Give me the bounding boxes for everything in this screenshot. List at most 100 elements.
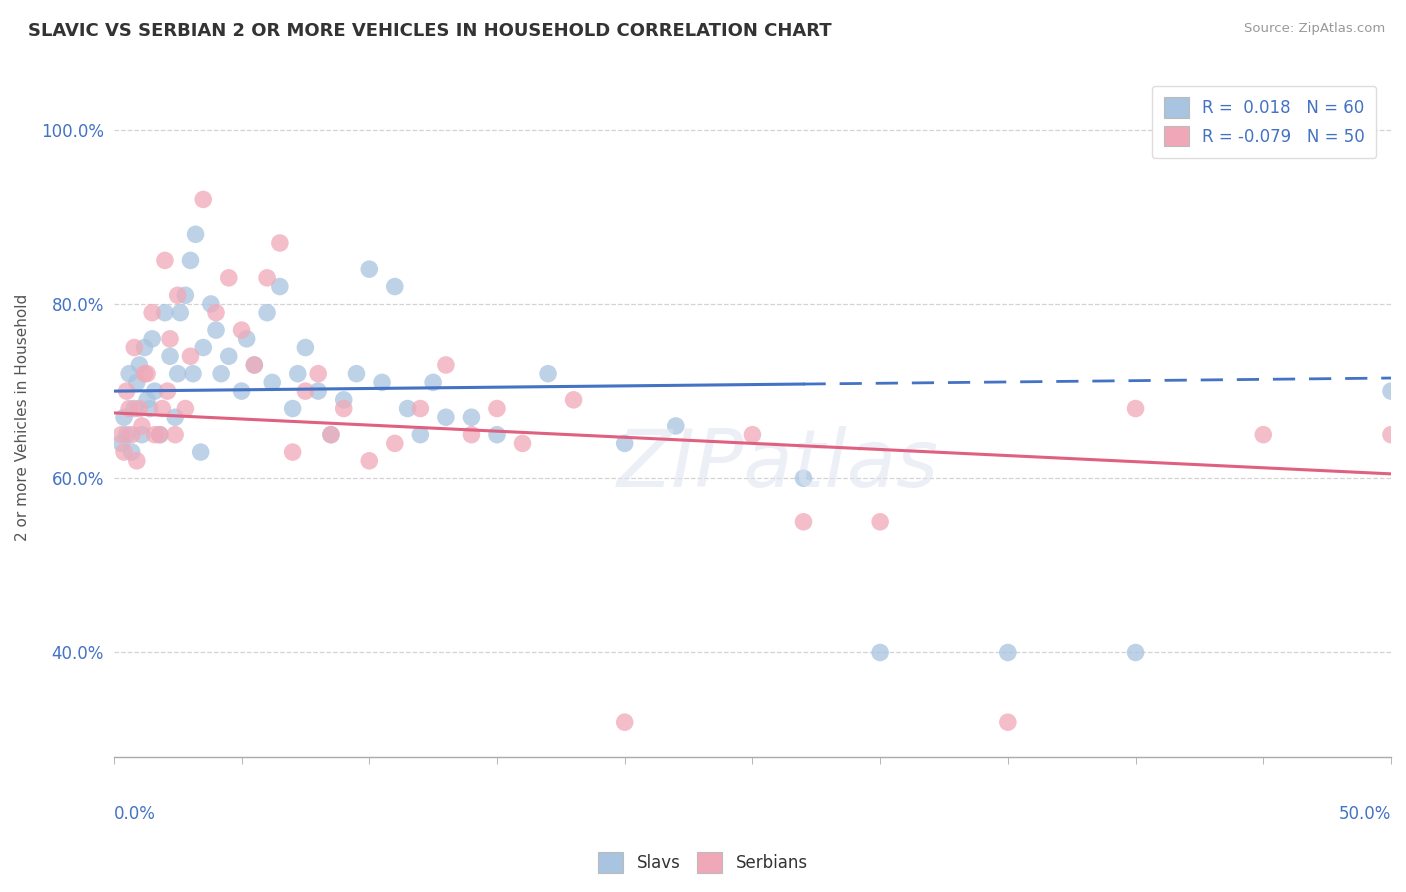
- Point: [269, 279, 291, 293]
- Point: [125, 376, 148, 390]
- Point: [287, 367, 309, 381]
- Point: [460, 427, 482, 442]
- Point: [166, 367, 188, 381]
- Point: [166, 288, 188, 302]
- Point: [179, 253, 201, 268]
- Point: [190, 445, 212, 459]
- Point: [143, 427, 166, 442]
- Point: [179, 349, 201, 363]
- Point: [792, 471, 814, 485]
- Point: [218, 270, 240, 285]
- Point: [205, 306, 228, 320]
- Point: [485, 401, 508, 416]
- Point: [319, 427, 342, 442]
- Y-axis label: 2 or more Vehicles in Household: 2 or more Vehicles in Household: [15, 293, 30, 541]
- Point: [141, 306, 163, 320]
- Point: [281, 445, 304, 459]
- Point: [359, 262, 381, 277]
- Point: [792, 515, 814, 529]
- Point: [256, 270, 278, 285]
- Point: [115, 427, 138, 442]
- Point: [434, 358, 457, 372]
- Point: [422, 376, 444, 390]
- Point: [262, 376, 284, 390]
- Point: [159, 349, 181, 363]
- Point: [112, 445, 135, 459]
- Point: [231, 384, 253, 398]
- Point: [294, 384, 316, 398]
- Point: [256, 306, 278, 320]
- Point: [235, 332, 257, 346]
- Point: [153, 253, 176, 268]
- Point: [218, 349, 240, 363]
- Point: [1251, 427, 1274, 442]
- Point: [141, 332, 163, 346]
- Point: [193, 193, 215, 207]
- Point: [409, 401, 432, 416]
- Point: [281, 401, 304, 416]
- Point: [122, 401, 145, 416]
- Point: [131, 427, 153, 442]
- Point: [121, 445, 143, 459]
- Point: [332, 401, 354, 416]
- Point: [125, 454, 148, 468]
- Point: [346, 367, 368, 381]
- Point: [209, 367, 232, 381]
- Point: [153, 306, 176, 320]
- Point: [1125, 645, 1147, 659]
- Point: [307, 384, 329, 398]
- Point: [115, 384, 138, 398]
- Point: [200, 297, 222, 311]
- Point: [409, 427, 432, 442]
- Text: Source: ZipAtlas.com: Source: ZipAtlas.com: [1244, 22, 1385, 36]
- Point: [128, 401, 150, 416]
- Point: [121, 427, 143, 442]
- Point: [307, 367, 329, 381]
- Point: [134, 367, 156, 381]
- Point: [319, 427, 342, 442]
- Point: [997, 645, 1019, 659]
- Point: [110, 436, 132, 450]
- Point: [150, 401, 173, 416]
- Point: [384, 279, 406, 293]
- Point: [869, 515, 891, 529]
- Point: [231, 323, 253, 337]
- Point: [149, 427, 172, 442]
- Point: [118, 367, 141, 381]
- Text: SLAVIC VS SERBIAN 2 OR MORE VEHICLES IN HOUSEHOLD CORRELATION CHART: SLAVIC VS SERBIAN 2 OR MORE VEHICLES IN …: [28, 22, 832, 40]
- Point: [396, 401, 419, 416]
- Point: [613, 436, 636, 450]
- Point: [122, 341, 145, 355]
- Point: [165, 410, 187, 425]
- Point: [243, 358, 266, 372]
- Point: [205, 323, 228, 337]
- Point: [371, 376, 394, 390]
- Point: [741, 427, 763, 442]
- Point: [181, 367, 204, 381]
- Point: [134, 341, 156, 355]
- Legend: Slavs, Serbians: Slavs, Serbians: [592, 846, 814, 880]
- Point: [136, 392, 159, 407]
- Point: [537, 367, 560, 381]
- Point: [997, 715, 1019, 730]
- Point: [136, 367, 159, 381]
- Point: [359, 454, 381, 468]
- Point: [243, 358, 266, 372]
- Point: [665, 419, 688, 434]
- Point: [110, 427, 132, 442]
- Point: [128, 358, 150, 372]
- Point: [1379, 427, 1402, 442]
- Point: [1125, 401, 1147, 416]
- Point: [174, 288, 197, 302]
- Point: [193, 341, 215, 355]
- Point: [562, 392, 585, 407]
- Point: [184, 227, 207, 242]
- Legend: R =  0.018   N = 60, R = -0.079   N = 50: R = 0.018 N = 60, R = -0.079 N = 50: [1152, 86, 1376, 158]
- Point: [384, 436, 406, 450]
- Point: [460, 410, 482, 425]
- Point: [112, 410, 135, 425]
- Point: [118, 401, 141, 416]
- Point: [1379, 384, 1402, 398]
- Point: [512, 436, 534, 450]
- Point: [169, 306, 191, 320]
